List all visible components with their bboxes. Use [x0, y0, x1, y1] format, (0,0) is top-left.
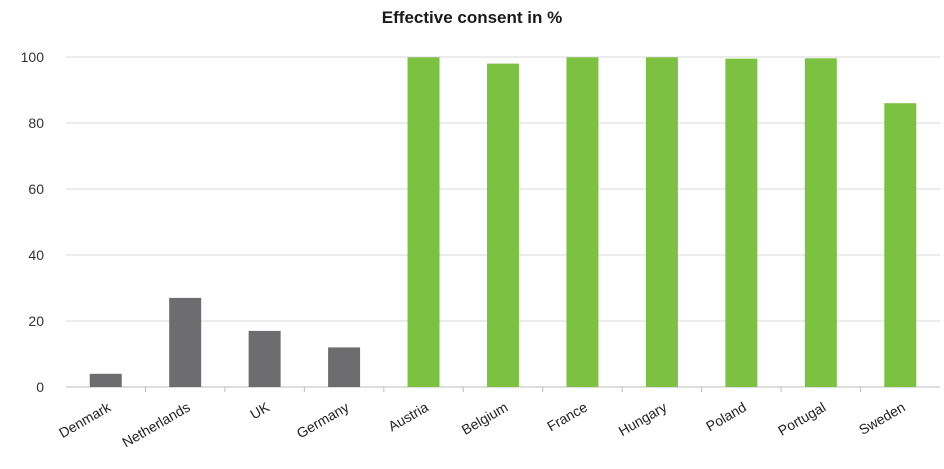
- bar-uk: [248, 330, 281, 387]
- x-tick-label: Germany: [294, 399, 352, 442]
- x-tick-label: Poland: [703, 399, 749, 435]
- x-tick-label: Netherlands: [119, 399, 192, 451]
- bar-belgium: [487, 63, 519, 387]
- x-tick-label: Hungary: [616, 399, 670, 439]
- y-tick-label: 40: [28, 247, 44, 263]
- bar-france: [566, 57, 599, 388]
- y-tick-label: 80: [28, 115, 44, 131]
- y-tick-label: 100: [21, 49, 45, 65]
- x-tick-label: UK: [247, 398, 272, 422]
- chart-title: Effective consent in %: [381, 8, 563, 27]
- bar-austria: [407, 57, 440, 388]
- bar-denmark: [89, 373, 122, 387]
- bar-netherlands: [169, 297, 202, 387]
- bar-poland: [725, 58, 758, 388]
- x-tick-label: Portugal: [775, 399, 828, 439]
- bar-germany: [328, 347, 361, 387]
- bar-portugal: [804, 58, 837, 387]
- x-tick-label: Belgium: [459, 399, 511, 438]
- x-tick-label: Denmark: [56, 398, 114, 441]
- x-tick-label: Sweden: [856, 399, 908, 438]
- bar-hungary: [645, 57, 678, 388]
- y-tick-label: 20: [28, 313, 44, 329]
- y-tick-label: 0: [36, 379, 44, 395]
- x-tick-label: France: [544, 399, 590, 435]
- x-tick-label: Austria: [385, 399, 431, 435]
- y-tick-label: 60: [28, 181, 44, 197]
- bar-sweden: [884, 103, 917, 387]
